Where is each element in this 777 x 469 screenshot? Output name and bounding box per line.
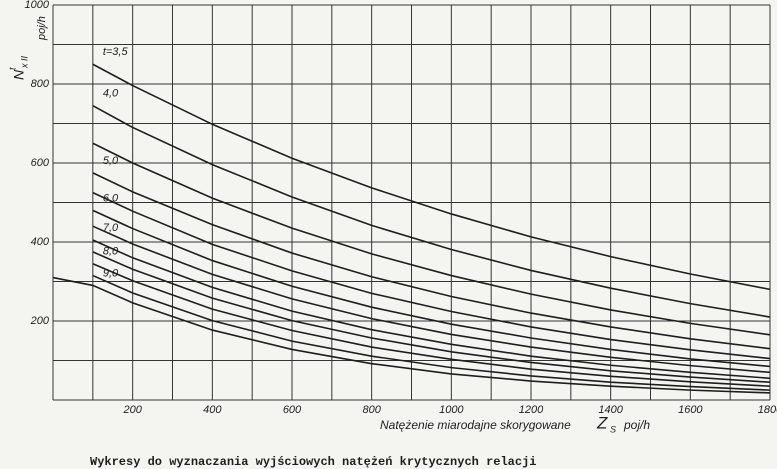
y-tick-label: 600 <box>31 157 50 169</box>
y-label-sup: t <box>7 67 17 70</box>
x-label-symbol-sub: S <box>610 424 616 434</box>
y-tick-label: 200 <box>30 315 50 327</box>
x-label-symbol: Z <box>596 413 608 432</box>
x-tick-label: 1800 <box>758 404 777 416</box>
curve-label: 7,0 <box>103 222 119 234</box>
y-unit: poj/h <box>36 16 48 41</box>
curve <box>92 142 771 336</box>
x-tick-label: 600 <box>283 404 302 416</box>
curve <box>92 63 771 291</box>
x-tick-label: 1400 <box>598 404 623 416</box>
y-tick-label: 400 <box>31 236 50 248</box>
x-tick-label: 800 <box>362 404 381 416</box>
x-tick-label: 200 <box>122 404 142 416</box>
x-tick-label: 1600 <box>678 404 703 416</box>
curve-label: t=3,5 <box>103 46 129 58</box>
curve-label: 5,0 <box>103 155 119 167</box>
y-tick-label: 1000 <box>25 0 50 11</box>
curve-label: 8,0 <box>103 246 119 258</box>
curve <box>92 172 771 350</box>
x-tick-label: 400 <box>203 404 222 416</box>
curve <box>92 209 771 368</box>
curve-label: 4,0 <box>103 88 119 100</box>
y-label-sub: x II <box>19 55 29 69</box>
x-tick-label: 1000 <box>439 404 464 416</box>
y-label: N <box>11 69 27 80</box>
curve <box>92 251 771 384</box>
x-label: Natężenie miarodajne skorygowane <box>380 418 571 432</box>
caption: Wykresy do wyznaczania wyjściowych natęż… <box>90 455 536 469</box>
y-tick-label: 800 <box>31 78 50 90</box>
curve <box>92 274 771 391</box>
curve <box>92 239 771 380</box>
curve <box>92 262 771 387</box>
curve <box>92 191 771 360</box>
curve-label: 9,0 <box>103 267 119 279</box>
x-tick-label: 1200 <box>519 404 544 416</box>
curve-label: 6,0 <box>103 192 119 204</box>
curve <box>92 225 771 374</box>
curve <box>92 105 771 318</box>
x-unit: poj/h <box>623 418 650 432</box>
curve <box>52 276 771 394</box>
